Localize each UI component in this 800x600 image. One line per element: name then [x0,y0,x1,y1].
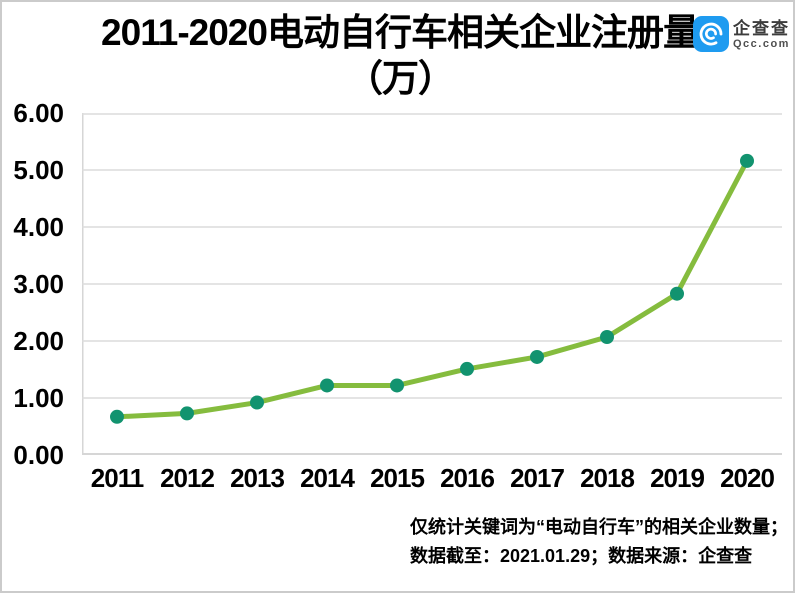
qcc-logo-name: 企查查 [733,18,790,38]
x-tick-label-2011: 2011 [90,463,144,493]
data-point-2015 [390,378,404,393]
x-tick-label-2015: 2015 [370,463,425,493]
trend-line [114,158,750,420]
data-point-2018 [600,330,614,345]
footer-notes: 仅统计关键词为“电动自行车”的相关企业数量； 数据截至：2021.01.29；数… [410,513,788,571]
y-tick-label-5.00: 5.00 [13,155,64,185]
qcc-logo: 企查查 Qcc.com [693,16,790,52]
data-point-2017 [530,349,544,364]
data-point-2020 [740,153,754,168]
footer-note-scope: 仅统计关键词为“电动自行车”的相关企业数量； [410,517,788,537]
chart-title-block: 2011-2020电动自行车相关企业注册量 （万） [0,10,800,102]
x-tick-label-2019: 2019 [650,463,705,493]
x-axis: 2011 2012 2013 2014 2015 2016 2017 2018 2019 2020 [82,463,782,494]
y-tick-label-4.00: 4.00 [13,212,64,242]
data-point-2016 [460,361,474,376]
data-point-2011 [110,409,124,424]
x-tick-label-2013: 2013 [230,463,285,493]
chart-title-line2: （万） [346,58,455,99]
x-tick-label-2016: 2016 [440,463,495,493]
data-point-2014 [320,378,334,393]
data-point-2013 [250,395,264,410]
y-tick-label-2.00: 2.00 [13,326,64,356]
y-tick-label-1.00: 1.00 [13,383,64,413]
plot-area [82,113,782,455]
x-tick-label-2014: 2014 [300,463,355,493]
qcc-logo-icon [693,16,729,52]
y-tick-label-3.00: 3.00 [13,269,64,299]
x-tick-label-2012: 2012 [160,463,215,493]
x-tick-label-2020: 2020 [720,463,775,493]
y-tick-label-6.00: 6.00 [13,98,64,128]
data-point-2019 [670,286,684,301]
qcc-logo-domain: Qcc.com [733,37,790,50]
chart-title-line1: 2011-2020电动自行车相关企业注册量 [101,12,700,53]
footer-note-source: 数据截至：2021.01.29；数据来源：企查查 [410,546,753,566]
spiral-q-icon [699,22,723,46]
x-tick-label-2018: 2018 [580,463,635,493]
y-tick-label-0.00: 0.00 [13,440,64,470]
line-chart [82,113,782,455]
data-point-2012 [180,406,194,421]
y-axis: 0.00 1.00 2.00 3.00 4.00 5.00 6.00 [0,98,68,470]
x-tick-label-2017: 2017 [510,463,565,493]
qcc-logo-text: 企查查 Qcc.com [733,19,790,50]
